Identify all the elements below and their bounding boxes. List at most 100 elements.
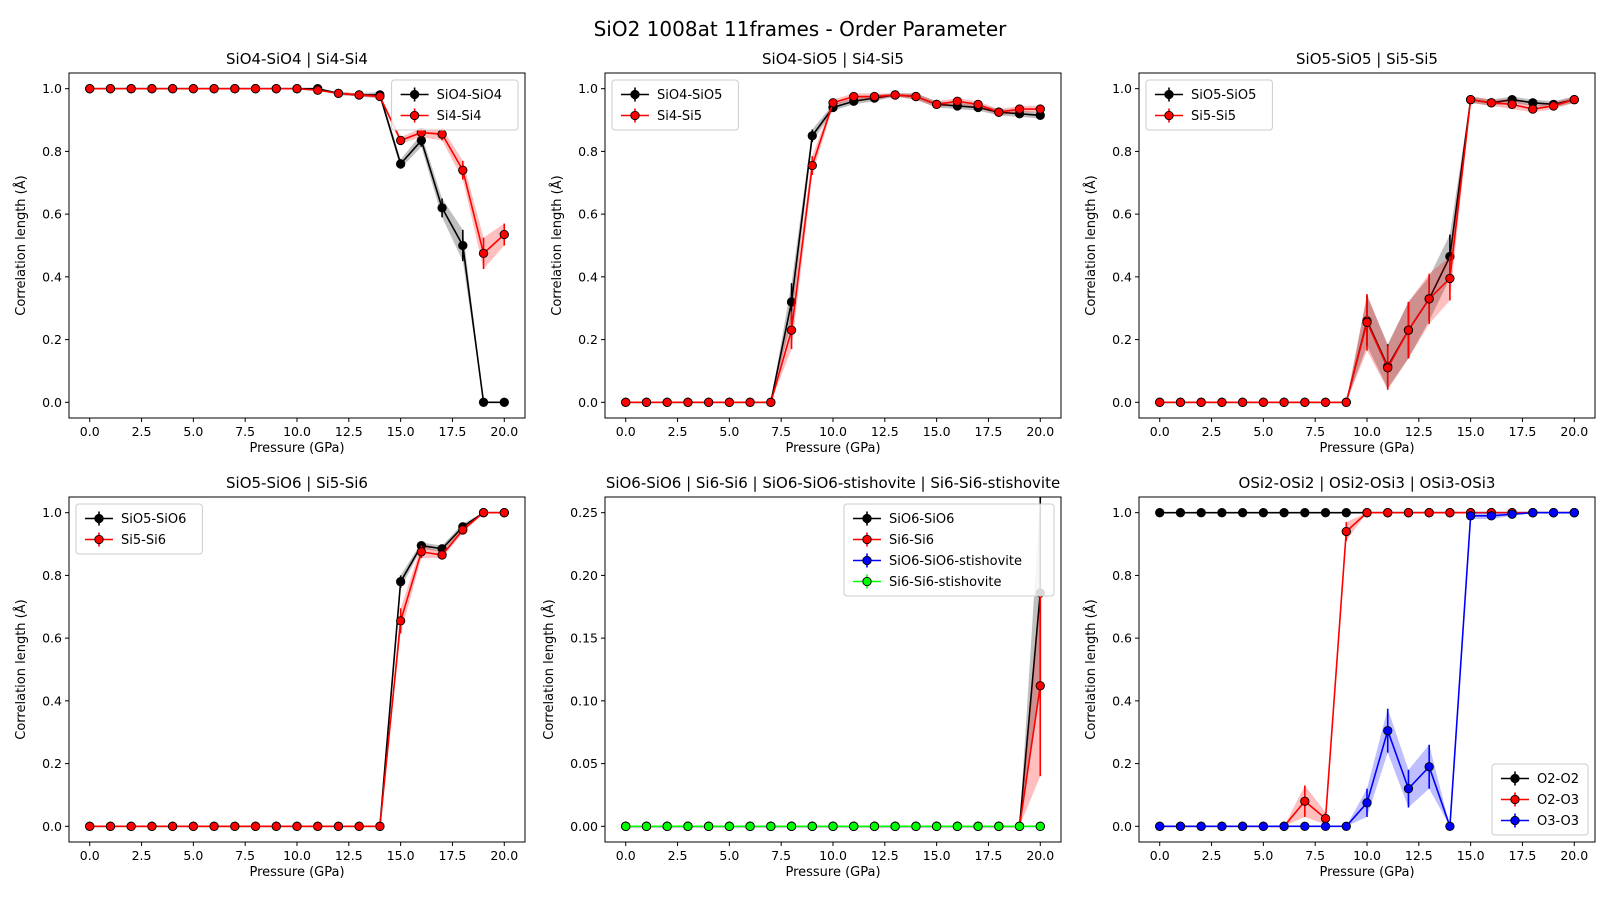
panel-title: SiO5-SiO5 | Si5-Si5 (1296, 50, 1438, 68)
y-tick-label: 0.6 (1112, 631, 1132, 646)
series-line (1159, 98, 1575, 404)
y-axis-label: Correlation length (Å) (541, 599, 557, 739)
x-tick-label: 15.0 (1457, 424, 1485, 439)
panel-title: SiO4-SiO4 | Si4-Si4 (226, 50, 368, 68)
panel-title: SiO6-SiO6 | Si6-Si6 | SiO6-SiO6-stishovi… (606, 474, 1060, 492)
legend-box (611, 79, 739, 131)
data-point (313, 85, 323, 95)
legend: SiO4-SiO5 Si4-Si5 (611, 79, 739, 131)
data-point (1279, 397, 1289, 407)
y-tick-label: 0.8 (578, 144, 598, 159)
x-tick-label: 10.0 (1353, 848, 1381, 863)
legend-label: O2-O2 (1537, 772, 1579, 787)
data-point (85, 84, 95, 94)
data-point (188, 84, 199, 94)
y-tick-label: 0.6 (42, 207, 62, 222)
data-point (1155, 821, 1165, 831)
data-point (1175, 821, 1186, 831)
legend-label: SiO6-SiO6-stishovite (889, 554, 1022, 569)
x-tick-label: 2.5 (1202, 848, 1222, 863)
legend-label: Si6-Si6 (889, 533, 934, 548)
data-point (890, 821, 900, 831)
legend: SiO5-SiO6 Si5-Si6 (75, 503, 203, 555)
x-tick-label: 10.0 (819, 848, 847, 863)
legend-label: Si5-Si5 (1191, 109, 1236, 124)
data-point (271, 821, 281, 831)
y-tick-label: 1.0 (42, 505, 62, 520)
data-point (395, 135, 406, 146)
error-band (625, 93, 1041, 403)
series-line (625, 94, 1041, 404)
x-tick-label: 20.0 (1560, 424, 1588, 439)
data-point (683, 821, 693, 831)
data-point (1320, 397, 1331, 407)
data-point (209, 84, 219, 94)
series-line (89, 511, 505, 828)
data-point (1424, 762, 1434, 772)
data-point (849, 91, 859, 102)
y-tick-label: 1.0 (42, 81, 62, 96)
x-tick-label: 10.0 (283, 424, 311, 439)
x-tick-label: 20.0 (490, 424, 518, 439)
data-point (250, 84, 261, 94)
legend: O2-O2 O2-O3 O3-O3 (1491, 763, 1589, 836)
data-point (1155, 397, 1165, 407)
legend-marker (862, 576, 872, 587)
x-tick-label: 7.5 (235, 424, 255, 439)
data-point (807, 131, 817, 141)
data-point (786, 325, 797, 335)
y-tick-label: 0.6 (578, 207, 598, 222)
y-tick-label: 0.8 (1112, 568, 1132, 583)
data-point (105, 84, 116, 94)
x-tick-label: 17.5 (1509, 848, 1537, 863)
y-tick-label: 0.6 (42, 631, 62, 646)
series-line (1159, 98, 1575, 404)
x-tick-label: 0.0 (616, 848, 636, 863)
y-axis-label: Correlation length (Å) (13, 599, 29, 739)
data-point (1403, 784, 1414, 794)
data-point (499, 508, 509, 518)
x-tick-label: 17.5 (1509, 424, 1537, 439)
data-point (703, 821, 714, 831)
legend-marker (862, 534, 872, 545)
data-point (869, 821, 880, 831)
data-point (1237, 508, 1248, 518)
y-axis-label: Correlation length (Å) (1083, 599, 1099, 739)
data-point (188, 821, 199, 831)
data-point (1035, 681, 1045, 691)
data-point (1300, 821, 1310, 831)
data-point (1424, 508, 1434, 518)
data-point (1320, 813, 1331, 824)
y-tick-label: 0.2 (42, 332, 62, 347)
chart-panel-2: SiO4-SiO5 | Si4-Si5 0.0 2.5 5.0 7.5 10.0 12.5 1… (549, 50, 1062, 456)
data-point (1445, 821, 1455, 831)
y-tick-label: 0.25 (570, 505, 598, 520)
legend-marker (1164, 89, 1174, 100)
data-point (807, 160, 817, 171)
data-point (1300, 796, 1310, 806)
legend-marker (1510, 773, 1520, 784)
y-tick-label: 0.2 (1112, 332, 1132, 347)
x-tick-label: 7.5 (1305, 424, 1325, 439)
data-point (147, 821, 157, 831)
data-point (1486, 511, 1497, 521)
data-point (828, 821, 838, 831)
legend: SiO4-SiO4 Si4-Si4 (391, 79, 519, 131)
legend-label: SiO4-SiO5 (657, 88, 722, 103)
data-point (1403, 508, 1414, 518)
y-tick-label: 1.0 (578, 81, 598, 96)
data-point (952, 96, 963, 106)
data-point (952, 821, 963, 831)
data-point (1548, 101, 1559, 111)
data-point (1035, 104, 1045, 114)
data-point (911, 821, 921, 831)
data-point (745, 397, 755, 407)
data-point (786, 821, 797, 831)
legend-item: Si6-Si6 (853, 532, 934, 548)
data-point (1279, 821, 1289, 831)
data-point (911, 91, 921, 102)
y-tick-label: 0.0 (42, 819, 62, 834)
y-axis-label: Correlation length (Å) (1083, 175, 1099, 315)
data-point (1035, 821, 1045, 831)
legend-label: O3-O3 (1537, 814, 1579, 829)
